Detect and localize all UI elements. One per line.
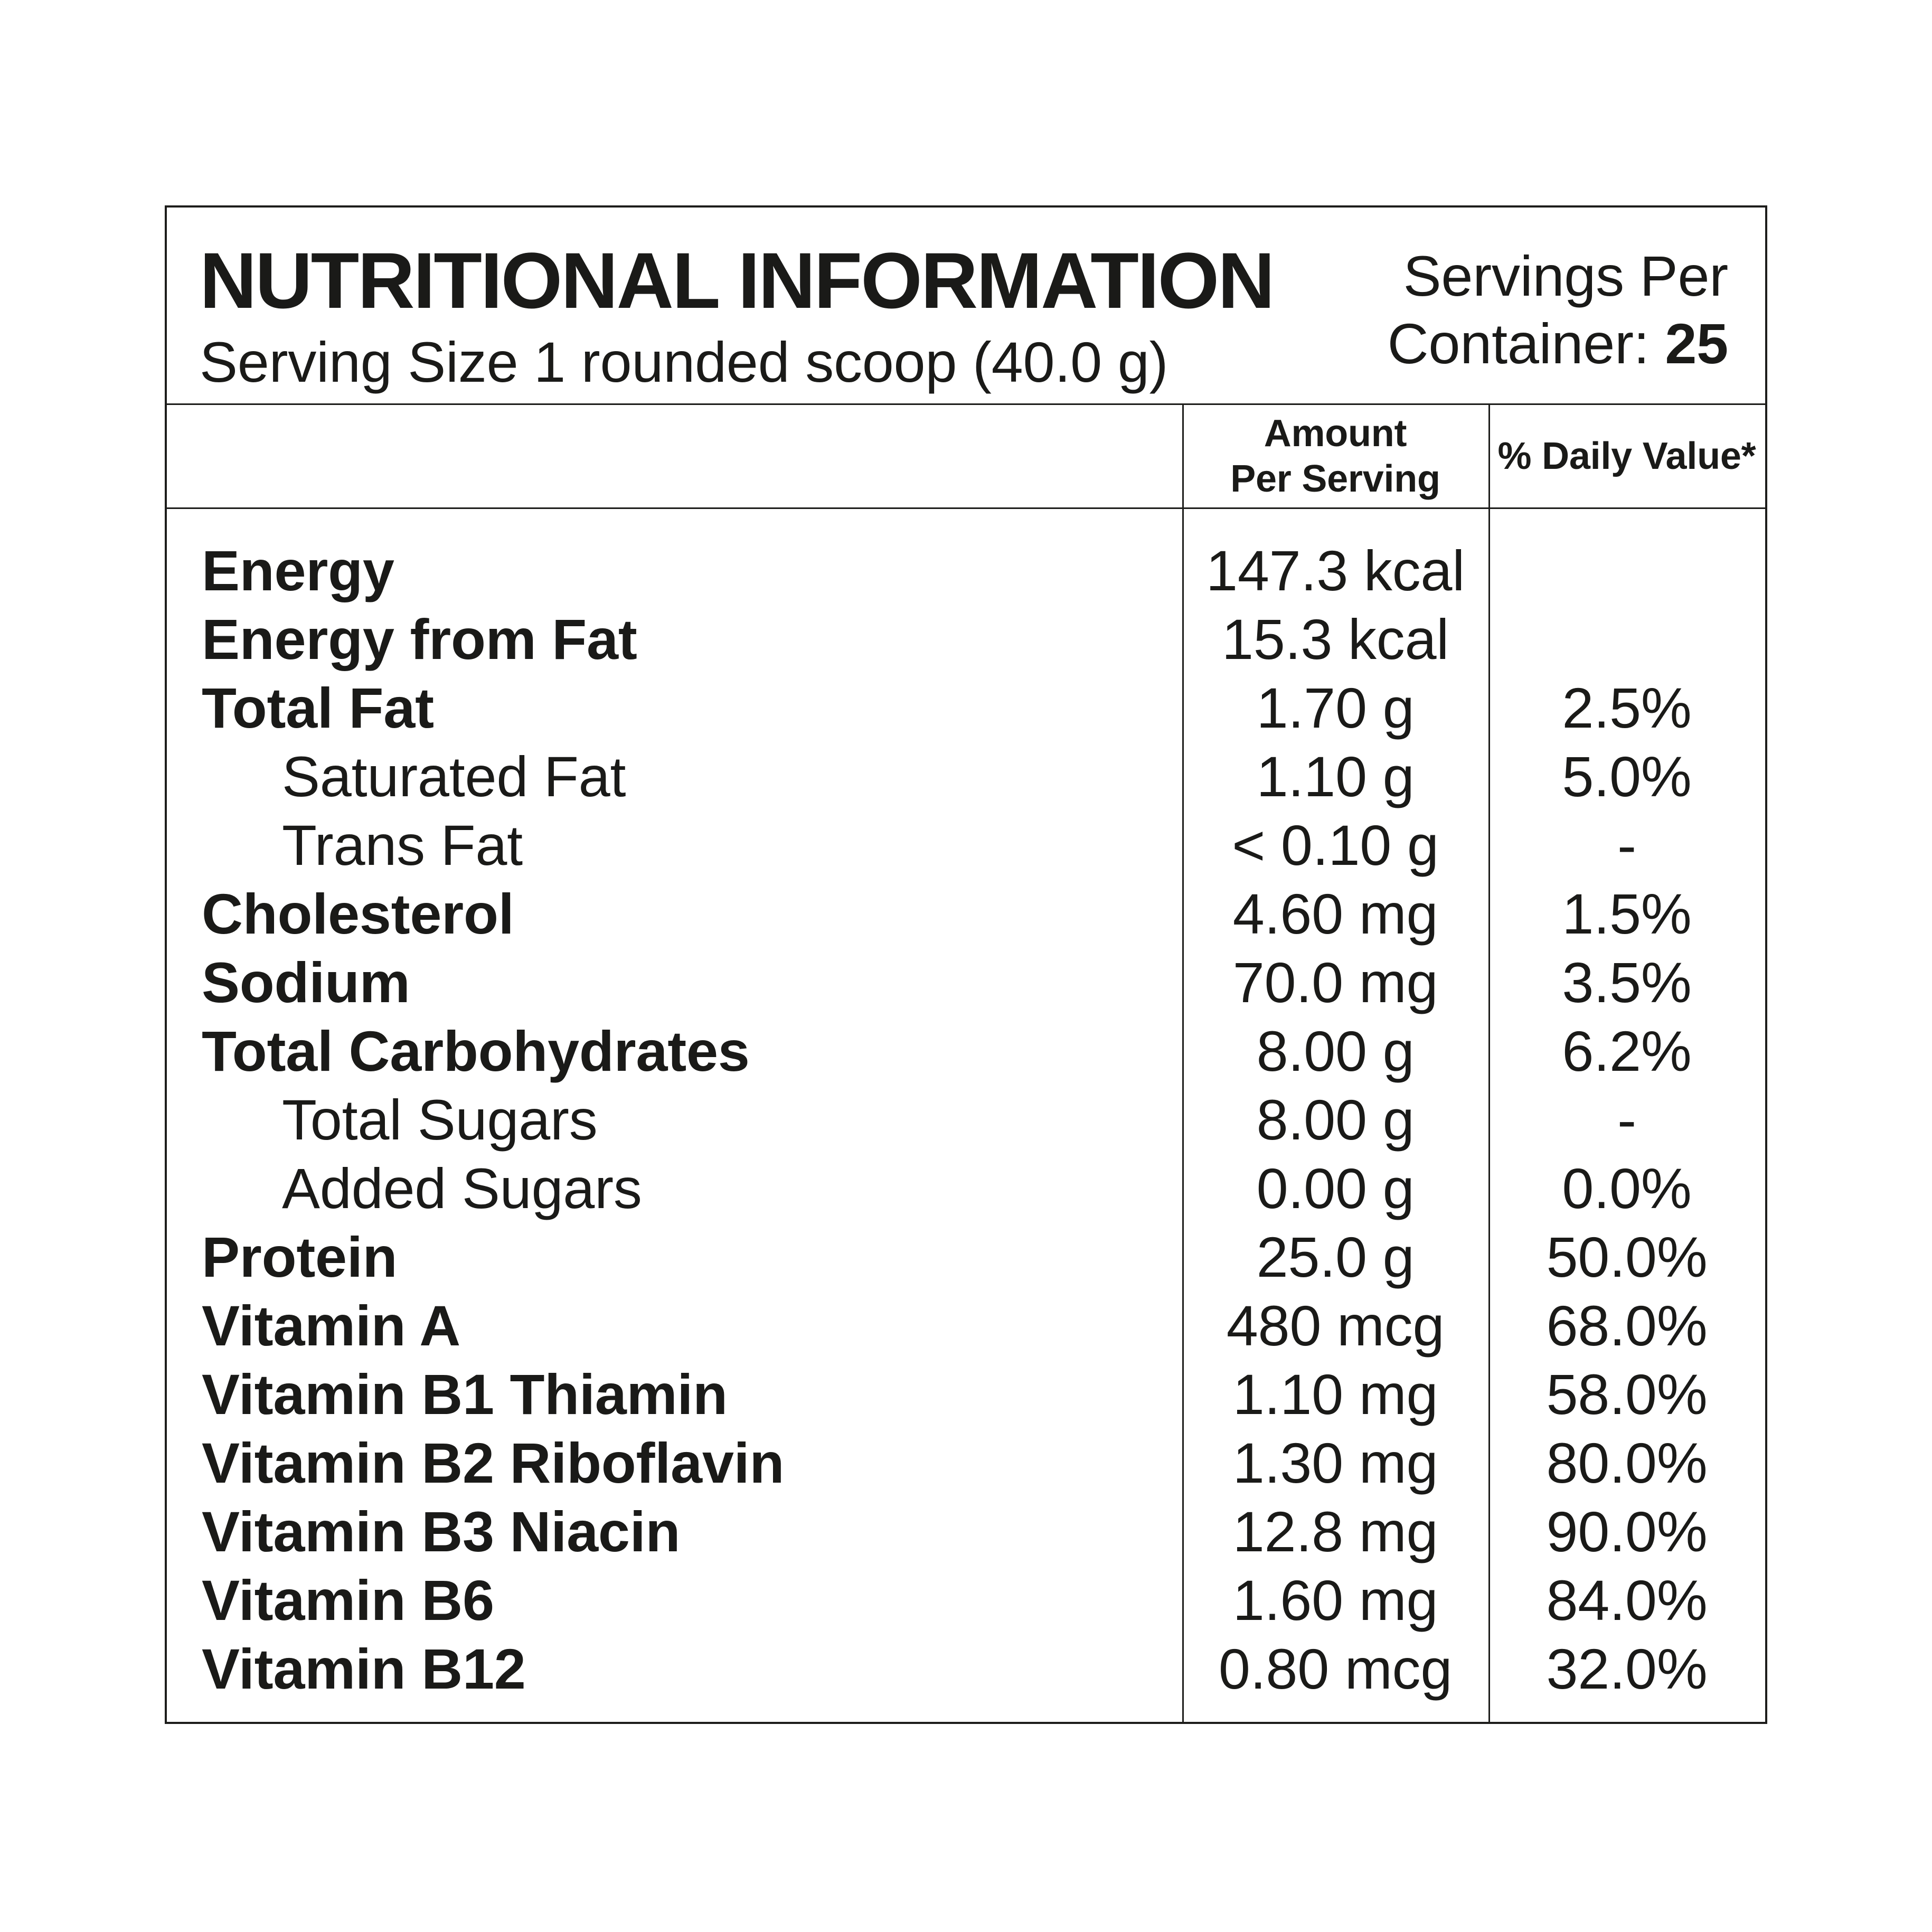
nutrient-label: Vitamin B2 Riboflavin	[202, 1431, 785, 1495]
amount-per-serving: 1.10 g	[1256, 744, 1415, 808]
nutrient-label: Total Carbohydrates	[202, 1019, 750, 1083]
amount-per-serving: 4.60 mg	[1232, 882, 1438, 946]
title-band: NUTRITIONAL INFORMATION Serving Size 1 r…	[167, 208, 1765, 405]
servings-per-container-label: Container:	[1387, 312, 1650, 375]
column-divider-right	[1488, 405, 1490, 1722]
amount-per-serving: 8.00 g	[1256, 1019, 1415, 1083]
nutrient-label: Total Fat	[202, 676, 434, 740]
daily-value-percent: -	[1617, 813, 1636, 877]
servings-per-container-block: Servings Per Container: 25	[1388, 208, 1765, 403]
daily-value-percent: -	[1617, 1088, 1636, 1152]
nutrient-label: Vitamin B12	[202, 1637, 526, 1701]
nutrient-label: Trans Fat	[282, 813, 523, 877]
daily-value-percent: 90.0%	[1546, 1500, 1708, 1563]
daily-value-percent: 68.0%	[1546, 1294, 1708, 1358]
amount-per-serving: 70.0 mg	[1232, 950, 1438, 1014]
nutrient-label: Vitamin B1 Thiamin	[202, 1362, 728, 1426]
amount-per-serving: 0.00 g	[1256, 1156, 1415, 1220]
nutrition-facts-table: NUTRITIONAL INFORMATION Serving Size 1 r…	[165, 205, 1767, 1724]
servings-per-container-value: 25	[1665, 312, 1728, 375]
nutrient-label: Vitamin B6	[202, 1568, 494, 1632]
column-header-amount: Amount Per Serving	[1182, 411, 1488, 502]
daily-value-percent: 5.0%	[1562, 744, 1692, 808]
daily-value-percent: 80.0%	[1546, 1431, 1708, 1495]
amount-per-serving: 8.00 g	[1256, 1088, 1415, 1152]
amount-header-line2: Per Serving	[1230, 458, 1440, 500]
nutrient-label: Cholesterol	[202, 882, 514, 946]
daily-value-percent: 6.2%	[1562, 1019, 1692, 1083]
column-header-row: Amount Per Serving % Daily Value*	[167, 405, 1765, 509]
nutrient-label: Added Sugars	[282, 1156, 642, 1220]
servings-per-line2: Container: 25	[1387, 310, 1729, 378]
daily-value-percent: 0.0%	[1562, 1156, 1692, 1220]
amount-per-serving: 1.60 mg	[1232, 1568, 1438, 1632]
daily-value-percent	[1488, 536, 1765, 605]
amount-per-serving: 1.10 mg	[1232, 1362, 1438, 1426]
servings-per-line1: Servings Per	[1403, 244, 1729, 308]
daily-value-percent: 84.0%	[1546, 1568, 1708, 1632]
amount-per-serving: 480 mcg	[1226, 1294, 1445, 1358]
amount-header-line1: Amount	[1264, 412, 1407, 455]
column-header-daily-value: % Daily Value*	[1497, 435, 1756, 477]
amount-per-serving: 25.0 g	[1256, 1225, 1415, 1289]
daily-value-percent	[1488, 605, 1765, 674]
nutrition-rows: Energy 147.3 kcal Energy from Fat 15.3 k…	[167, 509, 1765, 1703]
daily-value-percent: 50.0%	[1546, 1225, 1708, 1289]
daily-value-percent: 58.0%	[1546, 1362, 1708, 1426]
amount-per-serving: 1.70 g	[1256, 676, 1415, 740]
daily-value-percent: 3.5%	[1562, 950, 1692, 1014]
amount-per-serving: 0.80 mcg	[1218, 1637, 1453, 1701]
nutrient-label: Vitamin A	[202, 1294, 460, 1358]
page-title: NUTRITIONAL INFORMATION	[200, 236, 1275, 325]
nutrient-label: Saturated Fat	[282, 744, 626, 808]
daily-value-percent: 2.5%	[1562, 676, 1692, 740]
amount-per-serving: < 0.10 g	[1232, 813, 1439, 877]
amount-per-serving: 15.3 kcal	[1221, 607, 1449, 671]
nutrient-label: Vitamin B3 Niacin	[202, 1500, 681, 1563]
nutrient-label: Sodium	[202, 950, 410, 1014]
nutrient-label: Total Sugars	[282, 1088, 598, 1152]
daily-value-percent: 1.5%	[1562, 882, 1692, 946]
nutrient-label: Energy	[202, 539, 394, 602]
amount-per-serving: 1.30 mg	[1232, 1431, 1438, 1495]
amount-per-serving: 147.3 kcal	[1206, 539, 1465, 602]
title-block: NUTRITIONAL INFORMATION Serving Size 1 r…	[167, 208, 1275, 403]
daily-value-percent: 32.0%	[1546, 1637, 1708, 1701]
nutrient-label: Protein	[202, 1225, 398, 1289]
serving-size-line: Serving Size 1 rounded scoop (40.0 g)	[200, 330, 1168, 394]
amount-per-serving: 12.8 mg	[1232, 1500, 1438, 1563]
nutrient-label: Energy from Fat	[202, 607, 637, 671]
column-divider-left	[1182, 405, 1184, 1722]
